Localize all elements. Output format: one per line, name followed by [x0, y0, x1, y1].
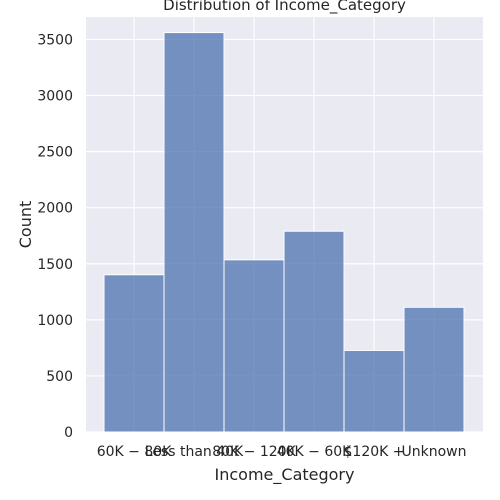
y-tick-label: 0	[64, 425, 73, 441]
y-tick-label: 3000	[37, 89, 73, 105]
x-tick-label: 40K − 60K	[277, 444, 352, 460]
y-tick-label: 500	[46, 369, 73, 385]
y-axis-label: Count	[16, 201, 35, 249]
bar-4	[343, 349, 405, 433]
y-tick-label: 2000	[37, 201, 73, 217]
y-tick-label: 2500	[37, 145, 73, 161]
bar-5	[403, 306, 465, 433]
bar-1	[163, 32, 225, 433]
x-axis-label: Income_Category	[215, 465, 355, 485]
x-tick-label: Less than 40K	[145, 444, 244, 460]
chart-title: Distribution of Income_Category	[163, 0, 406, 15]
y-tick-label: 3500	[37, 32, 73, 48]
bars	[103, 32, 465, 433]
y-tick-label: 1000	[37, 313, 73, 329]
x-tick-label: 60K − 80K	[97, 444, 172, 460]
x-tick-label: 80K − 120K	[212, 444, 296, 460]
x-tick-label: $120K +	[344, 444, 405, 460]
bar-3	[283, 230, 345, 433]
bar-0	[103, 274, 165, 433]
y-tick-label: 1500	[37, 257, 73, 273]
y-tick-labels: 0 500 1000 1500 2000 2500 3000 3500	[37, 32, 73, 441]
bar-2	[223, 259, 285, 433]
x-tick-label: Unknown	[402, 444, 467, 460]
